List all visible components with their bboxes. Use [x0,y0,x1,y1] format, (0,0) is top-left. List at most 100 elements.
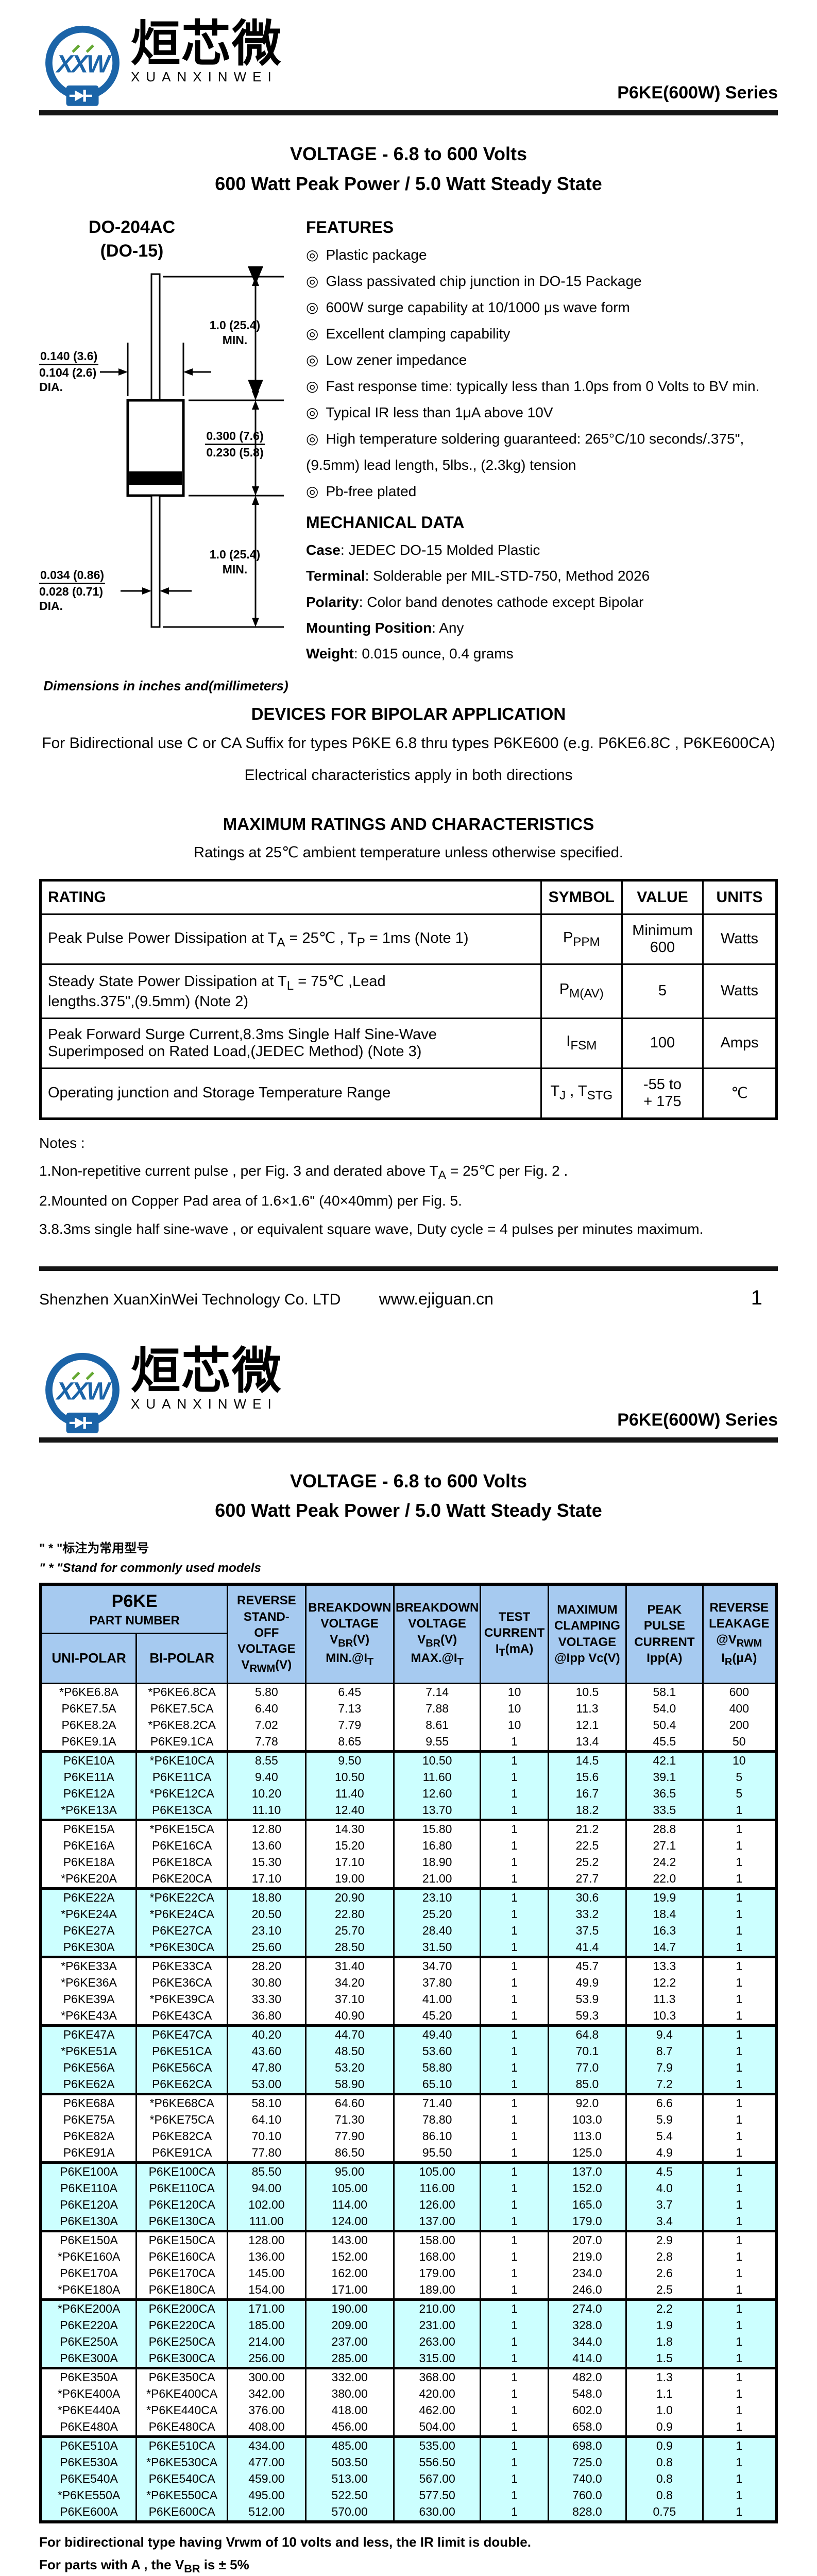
part-value: 18.2 [547,1802,627,1821]
part-value: 47.80 [227,2059,307,2076]
part-value: 30.80 [227,1974,307,1991]
svg-text:XXW: XXW [55,1377,112,1405]
part-value: 556.50 [393,2454,482,2471]
col-units: UNITS [702,879,777,915]
part-value: 9.40 [227,1769,307,1786]
part-value: 165.0 [547,2196,627,2213]
company-logo: XXW 烜芯微 XUANXINWEI [39,1346,282,1435]
part-uni-polar: P6KE130A [40,2213,138,2232]
part-row: P6KE9.1A P6KE9.1CA 7.78 8.65 9.55 1 13.4 45.5 50 [40,1733,777,1753]
part-value: 1 [480,2470,549,2487]
doc-title-line1: VOLTAGE - 6.8 to 600 Volts [290,1470,527,1492]
page-1: XXW 烜芯微 XUANXINWEI P6KE(600W) Series VOL… [39,0,778,1309]
part-value: 246.0 [547,2281,627,2301]
part-row: *P6KE33A P6KE33CA 28.20 31.40 34.70 1 45.7 13.3… [40,1957,777,1975]
part-bi-polar: *P6KE15CA [135,1820,229,1838]
part-value: 14.7 [625,1939,704,1958]
part-value: 1 [702,2094,777,2112]
part-value: 137.00 [393,2213,482,2232]
part-value: 315.00 [393,2350,482,2369]
rating-row: Peak Forward Surge Current,8.3ms Single … [40,1017,777,1069]
part-value: 20.90 [304,1888,395,1906]
part-row: *P6KE160A P6KE160CA 136.00 152.00 168.00 1 219… [40,2248,777,2265]
part-uni-polar: P6KE18A [40,1854,138,1871]
part-value: 105.00 [304,2180,395,2197]
part-value: 71.30 [304,2111,395,2128]
part-value: 53.00 [227,2076,307,2095]
part-value: 1 [480,1733,549,1753]
part-value: 86.50 [304,2144,395,2164]
part-value: 39.1 [625,1769,704,1786]
part-value: 1 [480,2094,549,2112]
part-bi-polar: P6KE600CA [135,2503,229,2522]
part-value: 1 [702,2213,777,2232]
part-bi-polar: *P6KE39CA [135,1991,229,2008]
part-row: *P6KE180A P6KE180CA 154.00 171.00 189.00 1 246… [40,2281,777,2301]
page-header: XXW 烜芯微 XUANXINWEI P6KE(600W) Series [39,0,778,108]
part-value: 27.1 [625,1837,704,1854]
part-row: P6KE56A P6KE56CA 47.80 53.20 58.80 1 77.0 7.9 1 [40,2059,777,2076]
part-value: 105.00 [393,2162,482,2180]
part-value: 600 [702,1683,777,1701]
part-value: 78.80 [393,2111,482,2128]
part-row: *P6KE20A P6KE20CA 17.10 19.00 21.00 1 27.7 22.0… [40,1870,777,1890]
parts-col-header: TEST CURRENT IT(mA) [480,1583,549,1684]
footer-website: www.ejiguan.cn [379,1289,493,1308]
feature-item: ◎ Excellent clamping capability [306,326,510,342]
max-ratings-table: RATING SYMBOL VALUE UNITS Peak Pulse Pow… [39,878,778,1120]
part-row: P6KE510A P6KE510CA 434.00 485.00 535.00 1 698.… [40,2436,777,2454]
part-uni-polar: P6KE11A [40,1769,138,1786]
part-value: 1 [702,2111,777,2128]
rating-value: -55 to + 175 [621,1067,704,1120]
part-value: 548.0 [547,2385,627,2402]
note-line: 2.Mounted on Copper Pad area of 1.6×1.6"… [39,1193,462,1209]
part-row: P6KE480A P6KE480CA 408.00 456.00 504.00 1 658.… [40,2418,777,2438]
part-bi-polar: P6KE180CA [135,2281,229,2301]
part-bi-polar: P6KE350CA [135,2368,229,2386]
part-value: 1 [702,2418,777,2438]
part-value: 11.10 [227,1802,307,1821]
part-row: P6KE350A P6KE350CA 300.00 332.00 368.00 1 482.… [40,2368,777,2386]
part-value: 1 [702,2503,777,2522]
part-value: 33.2 [547,1906,627,1923]
part-row: P6KE68A *P6KE68CA 58.10 64.60 71.40 1 92.0 6.6 1 [40,2094,777,2112]
part-value: 200 [702,1717,777,1734]
part-uni-polar: *P6KE36A [40,1974,138,1991]
part-row: P6KE11A P6KE11CA 9.40 10.50 11.60 1 15.6 39.1 5 [40,1769,777,1786]
part-bi-polar: P6KE11CA [135,1769,229,1786]
part-value: 49.40 [393,2025,482,2043]
part-value: 102.00 [227,2196,307,2213]
rating-desc: Peak Forward Surge Current,8.3ms Single … [40,1017,542,1069]
part-value: 6.40 [227,1700,307,1717]
part-uni-polar: P6KE510A [40,2436,138,2454]
max-ratings-subtitle: Ratings at 25℃ ambient temperature unles… [194,844,623,861]
part-number-header: P6KE PART NUMBER [40,1583,229,1634]
part-value: 95.50 [393,2144,482,2164]
part-value: 59.3 [547,2007,627,2027]
doc-title-line2: 600 Watt Peak Power / 5.0 Watt Steady St… [215,173,602,194]
part-value: 23.10 [227,1922,307,1939]
part-value: 168.00 [393,2248,482,2265]
part-value: 1 [480,1939,549,1958]
part-row: *P6KE550A *P6KE550CA 495.00 522.50 577.50 1 76… [40,2487,777,2504]
part-value: 103.0 [547,2111,627,2128]
part-value: 1 [480,2436,549,2454]
part-bi-polar: P6KE7.5CA [135,1700,229,1717]
part-row: P6KE7.5A P6KE7.5CA 6.40 7.13 7.88 10 11.3 54.0 4… [40,1700,777,1717]
part-value: 7.9 [625,2059,704,2076]
part-value: 145.00 [227,2265,307,2282]
company-name-en: XUANXINWEI [131,69,278,85]
part-value: 58.80 [393,2059,482,2076]
part-value: 1 [480,2213,549,2232]
part-value: 19.9 [625,1888,704,1906]
part-bi-polar: P6KE120CA [135,2196,229,2213]
part-value: 495.00 [227,2487,307,2504]
part-value: 41.00 [393,1991,482,2008]
part-value: 1.3 [625,2368,704,2386]
part-value: 1 [480,2265,549,2282]
part-value: 31.40 [304,1957,395,1975]
features-list: ◎ Plastic package ◎ Glass passivated chip j… [306,242,778,505]
part-value: 0.9 [625,2418,704,2438]
part-value: 1 [480,2059,549,2076]
part-value: 459.00 [227,2470,307,2487]
